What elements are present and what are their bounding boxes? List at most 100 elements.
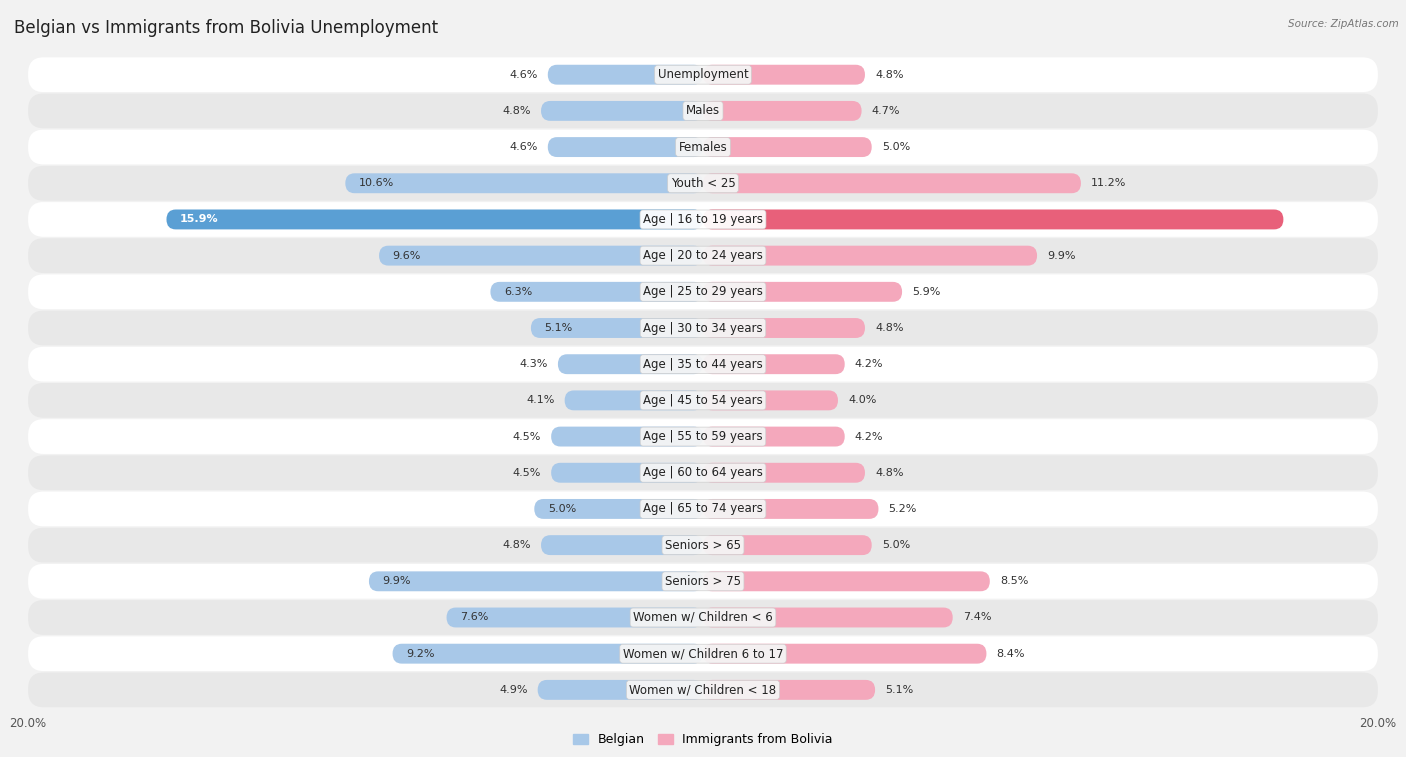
Text: 4.6%: 4.6%: [509, 70, 537, 79]
FancyBboxPatch shape: [28, 238, 1378, 273]
FancyBboxPatch shape: [703, 572, 990, 591]
FancyBboxPatch shape: [28, 637, 1378, 671]
FancyBboxPatch shape: [537, 680, 703, 699]
Text: Age | 16 to 19 years: Age | 16 to 19 years: [643, 213, 763, 226]
FancyBboxPatch shape: [28, 564, 1378, 599]
Text: 8.4%: 8.4%: [997, 649, 1025, 659]
FancyBboxPatch shape: [491, 282, 703, 302]
Text: Age | 55 to 59 years: Age | 55 to 59 years: [643, 430, 763, 443]
Text: 4.0%: 4.0%: [848, 395, 876, 406]
FancyBboxPatch shape: [28, 94, 1378, 128]
FancyBboxPatch shape: [28, 383, 1378, 418]
Text: 4.2%: 4.2%: [855, 359, 883, 369]
FancyBboxPatch shape: [551, 463, 703, 483]
FancyBboxPatch shape: [28, 129, 1378, 164]
FancyBboxPatch shape: [703, 137, 872, 157]
Text: 4.2%: 4.2%: [855, 431, 883, 441]
FancyBboxPatch shape: [28, 600, 1378, 635]
FancyBboxPatch shape: [28, 528, 1378, 562]
FancyBboxPatch shape: [703, 391, 838, 410]
Text: 5.0%: 5.0%: [548, 504, 576, 514]
Text: Seniors > 75: Seniors > 75: [665, 575, 741, 587]
FancyBboxPatch shape: [166, 210, 703, 229]
FancyBboxPatch shape: [703, 535, 872, 555]
FancyBboxPatch shape: [703, 354, 845, 374]
Text: Age | 65 to 74 years: Age | 65 to 74 years: [643, 503, 763, 516]
Text: Women w/ Children < 6: Women w/ Children < 6: [633, 611, 773, 624]
FancyBboxPatch shape: [28, 275, 1378, 309]
FancyBboxPatch shape: [558, 354, 703, 374]
FancyBboxPatch shape: [551, 427, 703, 447]
Text: 15.9%: 15.9%: [180, 214, 218, 224]
Text: 7.6%: 7.6%: [460, 612, 488, 622]
Text: 5.9%: 5.9%: [912, 287, 941, 297]
FancyBboxPatch shape: [703, 65, 865, 85]
Text: 9.6%: 9.6%: [392, 251, 420, 260]
Text: Seniors > 65: Seniors > 65: [665, 539, 741, 552]
Text: 4.8%: 4.8%: [502, 540, 531, 550]
FancyBboxPatch shape: [703, 463, 865, 483]
FancyBboxPatch shape: [28, 456, 1378, 490]
FancyBboxPatch shape: [703, 173, 1081, 193]
FancyBboxPatch shape: [28, 202, 1378, 237]
Text: Belgian vs Immigrants from Bolivia Unemployment: Belgian vs Immigrants from Bolivia Unemp…: [14, 19, 439, 37]
FancyBboxPatch shape: [534, 499, 703, 519]
FancyBboxPatch shape: [447, 608, 703, 628]
Text: 5.2%: 5.2%: [889, 504, 917, 514]
Text: 4.9%: 4.9%: [499, 685, 527, 695]
Text: 4.8%: 4.8%: [875, 468, 904, 478]
Text: 4.8%: 4.8%: [875, 70, 904, 79]
FancyBboxPatch shape: [380, 246, 703, 266]
Text: 4.8%: 4.8%: [875, 323, 904, 333]
FancyBboxPatch shape: [703, 282, 903, 302]
FancyBboxPatch shape: [28, 419, 1378, 454]
FancyBboxPatch shape: [28, 491, 1378, 526]
Text: 4.5%: 4.5%: [513, 468, 541, 478]
FancyBboxPatch shape: [703, 427, 845, 447]
Text: 4.8%: 4.8%: [502, 106, 531, 116]
Text: Males: Males: [686, 104, 720, 117]
Text: 4.7%: 4.7%: [872, 106, 900, 116]
FancyBboxPatch shape: [28, 58, 1378, 92]
FancyBboxPatch shape: [368, 572, 703, 591]
Text: Age | 20 to 24 years: Age | 20 to 24 years: [643, 249, 763, 262]
Text: 9.9%: 9.9%: [1047, 251, 1076, 260]
Text: 6.3%: 6.3%: [503, 287, 531, 297]
Text: Age | 35 to 44 years: Age | 35 to 44 years: [643, 358, 763, 371]
FancyBboxPatch shape: [565, 391, 703, 410]
Text: 5.0%: 5.0%: [882, 142, 910, 152]
Text: 8.5%: 8.5%: [1000, 576, 1028, 587]
FancyBboxPatch shape: [28, 310, 1378, 345]
FancyBboxPatch shape: [541, 535, 703, 555]
Text: Age | 25 to 29 years: Age | 25 to 29 years: [643, 285, 763, 298]
Text: 9.9%: 9.9%: [382, 576, 411, 587]
Text: Age | 45 to 54 years: Age | 45 to 54 years: [643, 394, 763, 407]
FancyBboxPatch shape: [531, 318, 703, 338]
FancyBboxPatch shape: [703, 101, 862, 121]
Text: Females: Females: [679, 141, 727, 154]
FancyBboxPatch shape: [28, 347, 1378, 382]
FancyBboxPatch shape: [548, 137, 703, 157]
Text: Youth < 25: Youth < 25: [671, 177, 735, 190]
Text: 10.6%: 10.6%: [359, 178, 394, 188]
FancyBboxPatch shape: [703, 246, 1038, 266]
FancyBboxPatch shape: [703, 680, 875, 699]
FancyBboxPatch shape: [703, 608, 953, 628]
Text: 4.6%: 4.6%: [509, 142, 537, 152]
Text: 5.1%: 5.1%: [544, 323, 572, 333]
Text: Women w/ Children 6 to 17: Women w/ Children 6 to 17: [623, 647, 783, 660]
Text: Age | 60 to 64 years: Age | 60 to 64 years: [643, 466, 763, 479]
Text: 9.2%: 9.2%: [406, 649, 434, 659]
Text: Age | 30 to 34 years: Age | 30 to 34 years: [643, 322, 763, 335]
FancyBboxPatch shape: [28, 166, 1378, 201]
FancyBboxPatch shape: [541, 101, 703, 121]
Text: 4.3%: 4.3%: [519, 359, 548, 369]
FancyBboxPatch shape: [703, 210, 1284, 229]
FancyBboxPatch shape: [346, 173, 703, 193]
Text: 4.5%: 4.5%: [513, 431, 541, 441]
Text: 11.2%: 11.2%: [1091, 178, 1126, 188]
FancyBboxPatch shape: [28, 672, 1378, 707]
FancyBboxPatch shape: [703, 499, 879, 519]
Text: Source: ZipAtlas.com: Source: ZipAtlas.com: [1288, 19, 1399, 29]
Text: 17.2%: 17.2%: [1294, 214, 1331, 224]
